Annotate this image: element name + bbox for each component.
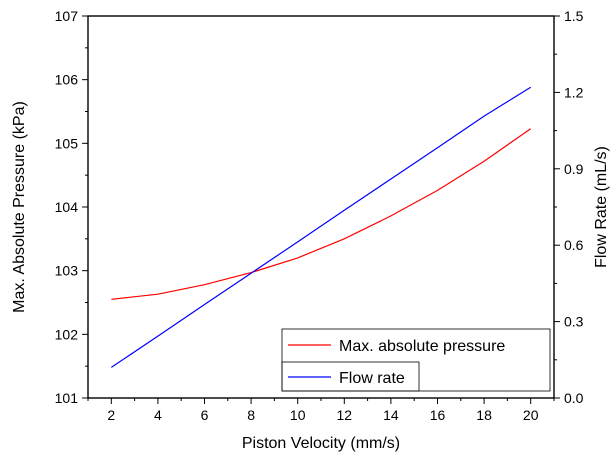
pressure-line xyxy=(111,128,532,300)
plot-frame xyxy=(87,15,555,399)
y-left-tick-label: 105 xyxy=(55,135,79,151)
y-right-tick-label: 0.0 xyxy=(564,390,584,406)
y-right-tick-label: 0.6 xyxy=(564,237,584,253)
x-tick-label: 16 xyxy=(430,407,446,423)
x-tick-label: 10 xyxy=(290,407,306,423)
y-right-tick-label: 0.9 xyxy=(564,161,584,177)
x-tick-label: 4 xyxy=(154,407,162,423)
y-right-tick-label: 0.3 xyxy=(564,314,584,330)
y-left-tick-label: 104 xyxy=(55,199,79,215)
x-axis-title: Piston Velocity (mm/s) xyxy=(242,435,400,452)
x-tick-label: 6 xyxy=(201,407,209,423)
x-tick-label: 8 xyxy=(247,407,255,423)
y-left-tick-label: 101 xyxy=(55,390,79,406)
x-tick-label: 14 xyxy=(383,407,399,423)
y-right-tick-label: 1.2 xyxy=(564,84,584,100)
tick-labels: 2 4 6 8 10 12 14 16 18 20 101 102 103 104 105 106 107 0.0… xyxy=(55,8,584,423)
y-left-tick-label: 107 xyxy=(55,8,79,24)
y-left-tick-label: 106 xyxy=(55,72,79,88)
flow-rate-line xyxy=(110,86,532,368)
y-axis-left-title: Max. Absolute Pressure (kPa) xyxy=(11,101,28,313)
x-tick-label: 20 xyxy=(523,407,539,423)
x-tick-label: 2 xyxy=(107,407,115,423)
y-right-tick-label: 1.5 xyxy=(564,8,584,24)
legend: Max. absolute pressure Flow rate xyxy=(281,328,551,392)
legend-label-pressure: Max. absolute pressure xyxy=(339,338,505,355)
y-left-tick-label: 103 xyxy=(55,263,79,279)
series-lines xyxy=(110,86,532,368)
y-left-tick-label: 102 xyxy=(55,326,79,342)
legend-row-divider xyxy=(281,361,420,392)
y-axis-right-title: Flow Rate (mL/s) xyxy=(593,146,610,268)
legend-label-flow: Flow rate xyxy=(339,370,405,387)
x-tick-label: 12 xyxy=(337,407,353,423)
x-tick-label: 18 xyxy=(476,407,492,423)
